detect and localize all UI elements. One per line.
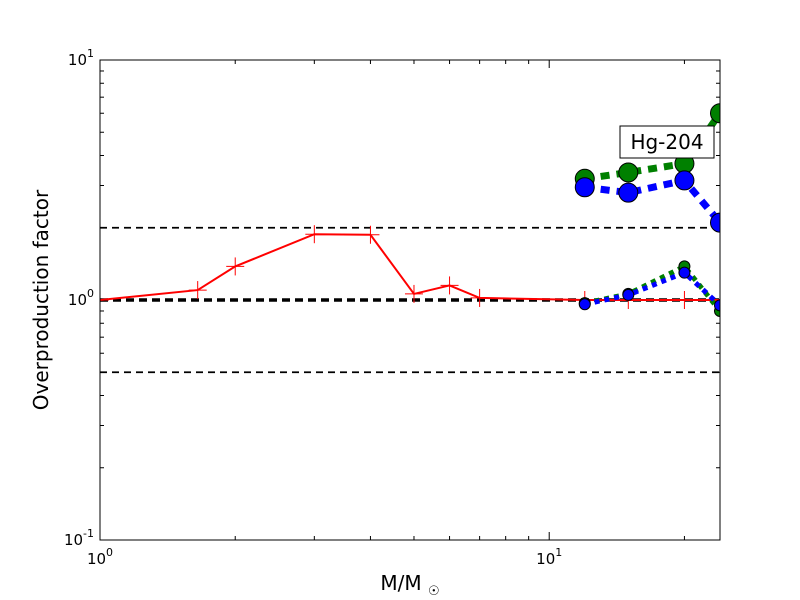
data-point bbox=[714, 299, 720, 312]
series-line bbox=[100, 233, 720, 301]
series-4 bbox=[578, 266, 720, 312]
annotation-box: Hg-204 bbox=[619, 125, 715, 159]
data-point bbox=[622, 288, 635, 301]
data-point bbox=[618, 162, 639, 183]
data-point bbox=[710, 103, 720, 124]
data-point-plus bbox=[440, 276, 459, 295]
series-0 bbox=[100, 225, 720, 309]
y-tick-label: 10-1 bbox=[64, 527, 94, 549]
data-point-plus bbox=[675, 291, 694, 309]
x-tick-label: 101 bbox=[536, 546, 562, 568]
data-point-plus bbox=[100, 291, 109, 309]
x-tick-label: 100 bbox=[87, 546, 113, 568]
y-axis-label: Overproduction factor bbox=[29, 189, 53, 410]
data-point-plus bbox=[226, 257, 245, 276]
data-point-plus bbox=[361, 225, 380, 244]
tick-label-exponent: -1 bbox=[83, 527, 94, 540]
data-point-plus bbox=[188, 281, 207, 300]
tick-label-exponent: 1 bbox=[555, 546, 562, 559]
plot-frame bbox=[99, 59, 721, 541]
tick-label-base: 10 bbox=[87, 550, 106, 568]
data-point bbox=[710, 212, 720, 233]
series-2 bbox=[574, 170, 720, 233]
annotation-frame bbox=[619, 125, 715, 159]
data-point-plus bbox=[470, 288, 489, 307]
y-tick-label: 100 bbox=[68, 287, 94, 309]
data-point-plus bbox=[404, 284, 423, 303]
tick-label-base: 10 bbox=[68, 291, 87, 309]
reference-lines bbox=[100, 226, 720, 374]
tick-label-exponent: 1 bbox=[87, 47, 94, 60]
x-axis-label-subscript: ☉ bbox=[428, 584, 440, 599]
series-line bbox=[584, 269, 720, 308]
series-line bbox=[584, 176, 720, 225]
data-point bbox=[618, 182, 639, 203]
tick-label-base: 10 bbox=[64, 531, 83, 549]
tick-label-exponent: 0 bbox=[87, 287, 94, 300]
tick-label-base: 10 bbox=[536, 550, 555, 568]
data-point bbox=[578, 298, 591, 311]
data-point bbox=[674, 170, 695, 191]
y-tick-label: 101 bbox=[68, 47, 94, 69]
x-axis-label-text: M/M bbox=[380, 571, 421, 595]
annotation-text: Hg-204 bbox=[630, 130, 703, 154]
data-point bbox=[678, 266, 691, 279]
tick-label-base: 10 bbox=[68, 51, 87, 69]
tick-label-exponent: 0 bbox=[106, 546, 113, 559]
x-axis-label: M/M ☉ bbox=[380, 571, 439, 599]
data-point bbox=[574, 177, 595, 198]
data-point-plus bbox=[305, 225, 324, 244]
series-layer bbox=[100, 103, 720, 317]
